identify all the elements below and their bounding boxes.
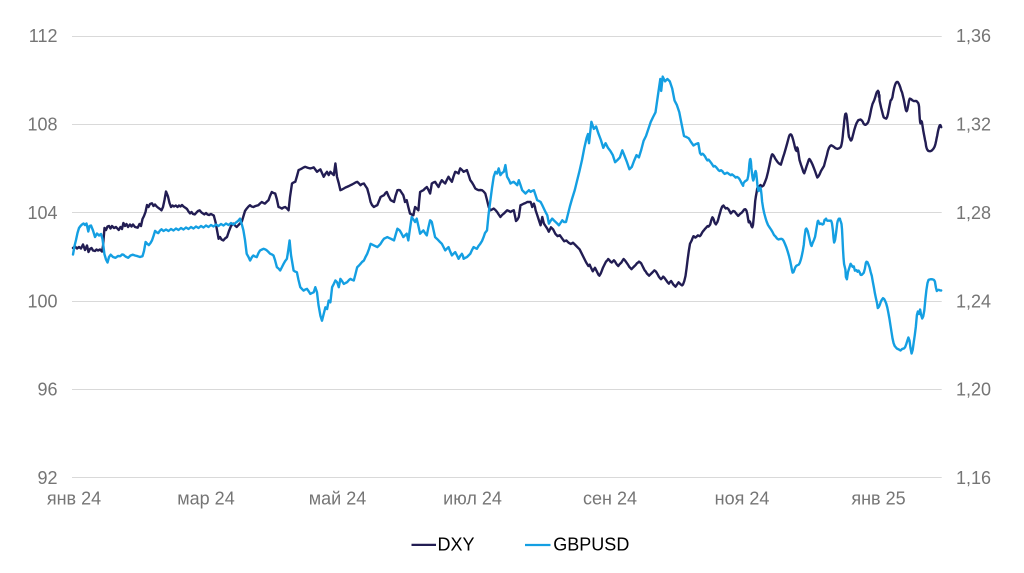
svg-text:июл 24: июл 24	[443, 489, 502, 509]
svg-text:1,36: 1,36	[956, 26, 991, 46]
svg-text:100: 100	[27, 291, 57, 311]
svg-text:DXY: DXY	[438, 535, 475, 555]
svg-text:1,16: 1,16	[956, 468, 991, 488]
svg-text:янв 24: янв 24	[47, 489, 101, 509]
svg-text:112: 112	[29, 26, 58, 46]
svg-text:92: 92	[37, 468, 57, 488]
svg-text:1,32: 1,32	[956, 115, 991, 135]
svg-text:янв 25: янв 25	[851, 489, 905, 509]
svg-text:ноя 24: ноя 24	[715, 489, 770, 509]
svg-text:104: 104	[27, 203, 57, 223]
svg-text:май 24: май 24	[309, 489, 366, 509]
svg-text:1,28: 1,28	[956, 203, 991, 223]
svg-text:1,20: 1,20	[956, 380, 991, 400]
svg-text:96: 96	[37, 380, 57, 400]
svg-text:GBPUSD: GBPUSD	[553, 535, 629, 555]
svg-text:1,24: 1,24	[956, 291, 991, 311]
svg-text:сен 24: сен 24	[583, 489, 637, 509]
svg-text:мар 24: мар 24	[177, 489, 234, 509]
svg-text:108: 108	[27, 115, 57, 135]
